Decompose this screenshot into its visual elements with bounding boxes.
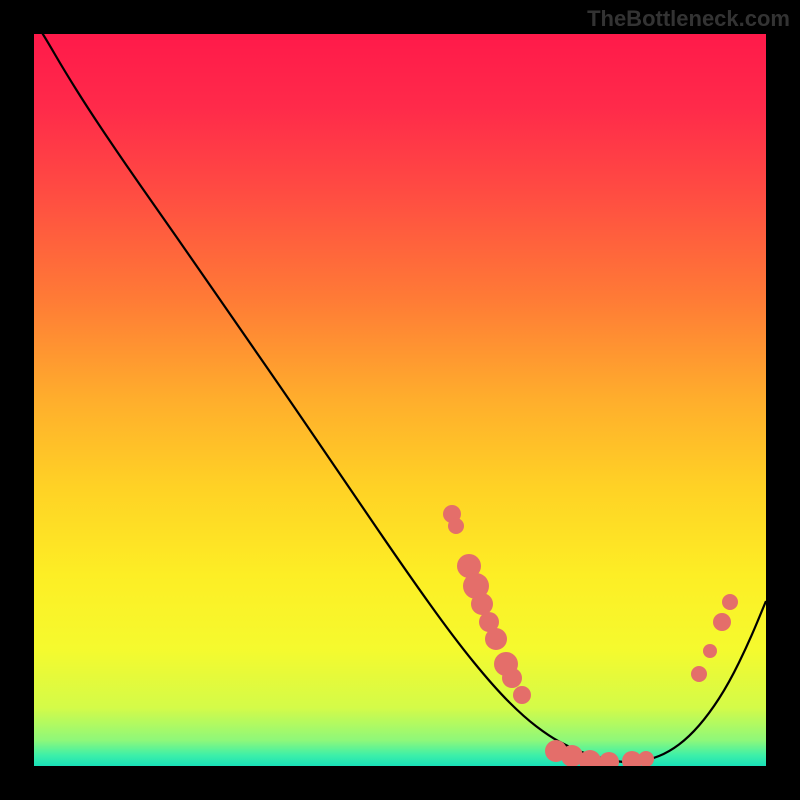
data-marker (502, 668, 522, 688)
plot-area (34, 34, 766, 766)
data-marker (691, 666, 707, 682)
data-marker (703, 644, 717, 658)
data-marker (638, 751, 654, 766)
data-marker (579, 750, 601, 766)
data-marker (713, 613, 731, 631)
data-marker (599, 752, 619, 766)
data-marker (448, 518, 464, 534)
data-marker (722, 594, 738, 610)
data-marker (485, 628, 507, 650)
data-marker (513, 686, 531, 704)
watermark-text: TheBottleneck.com (587, 6, 790, 32)
curve-line (34, 34, 766, 766)
